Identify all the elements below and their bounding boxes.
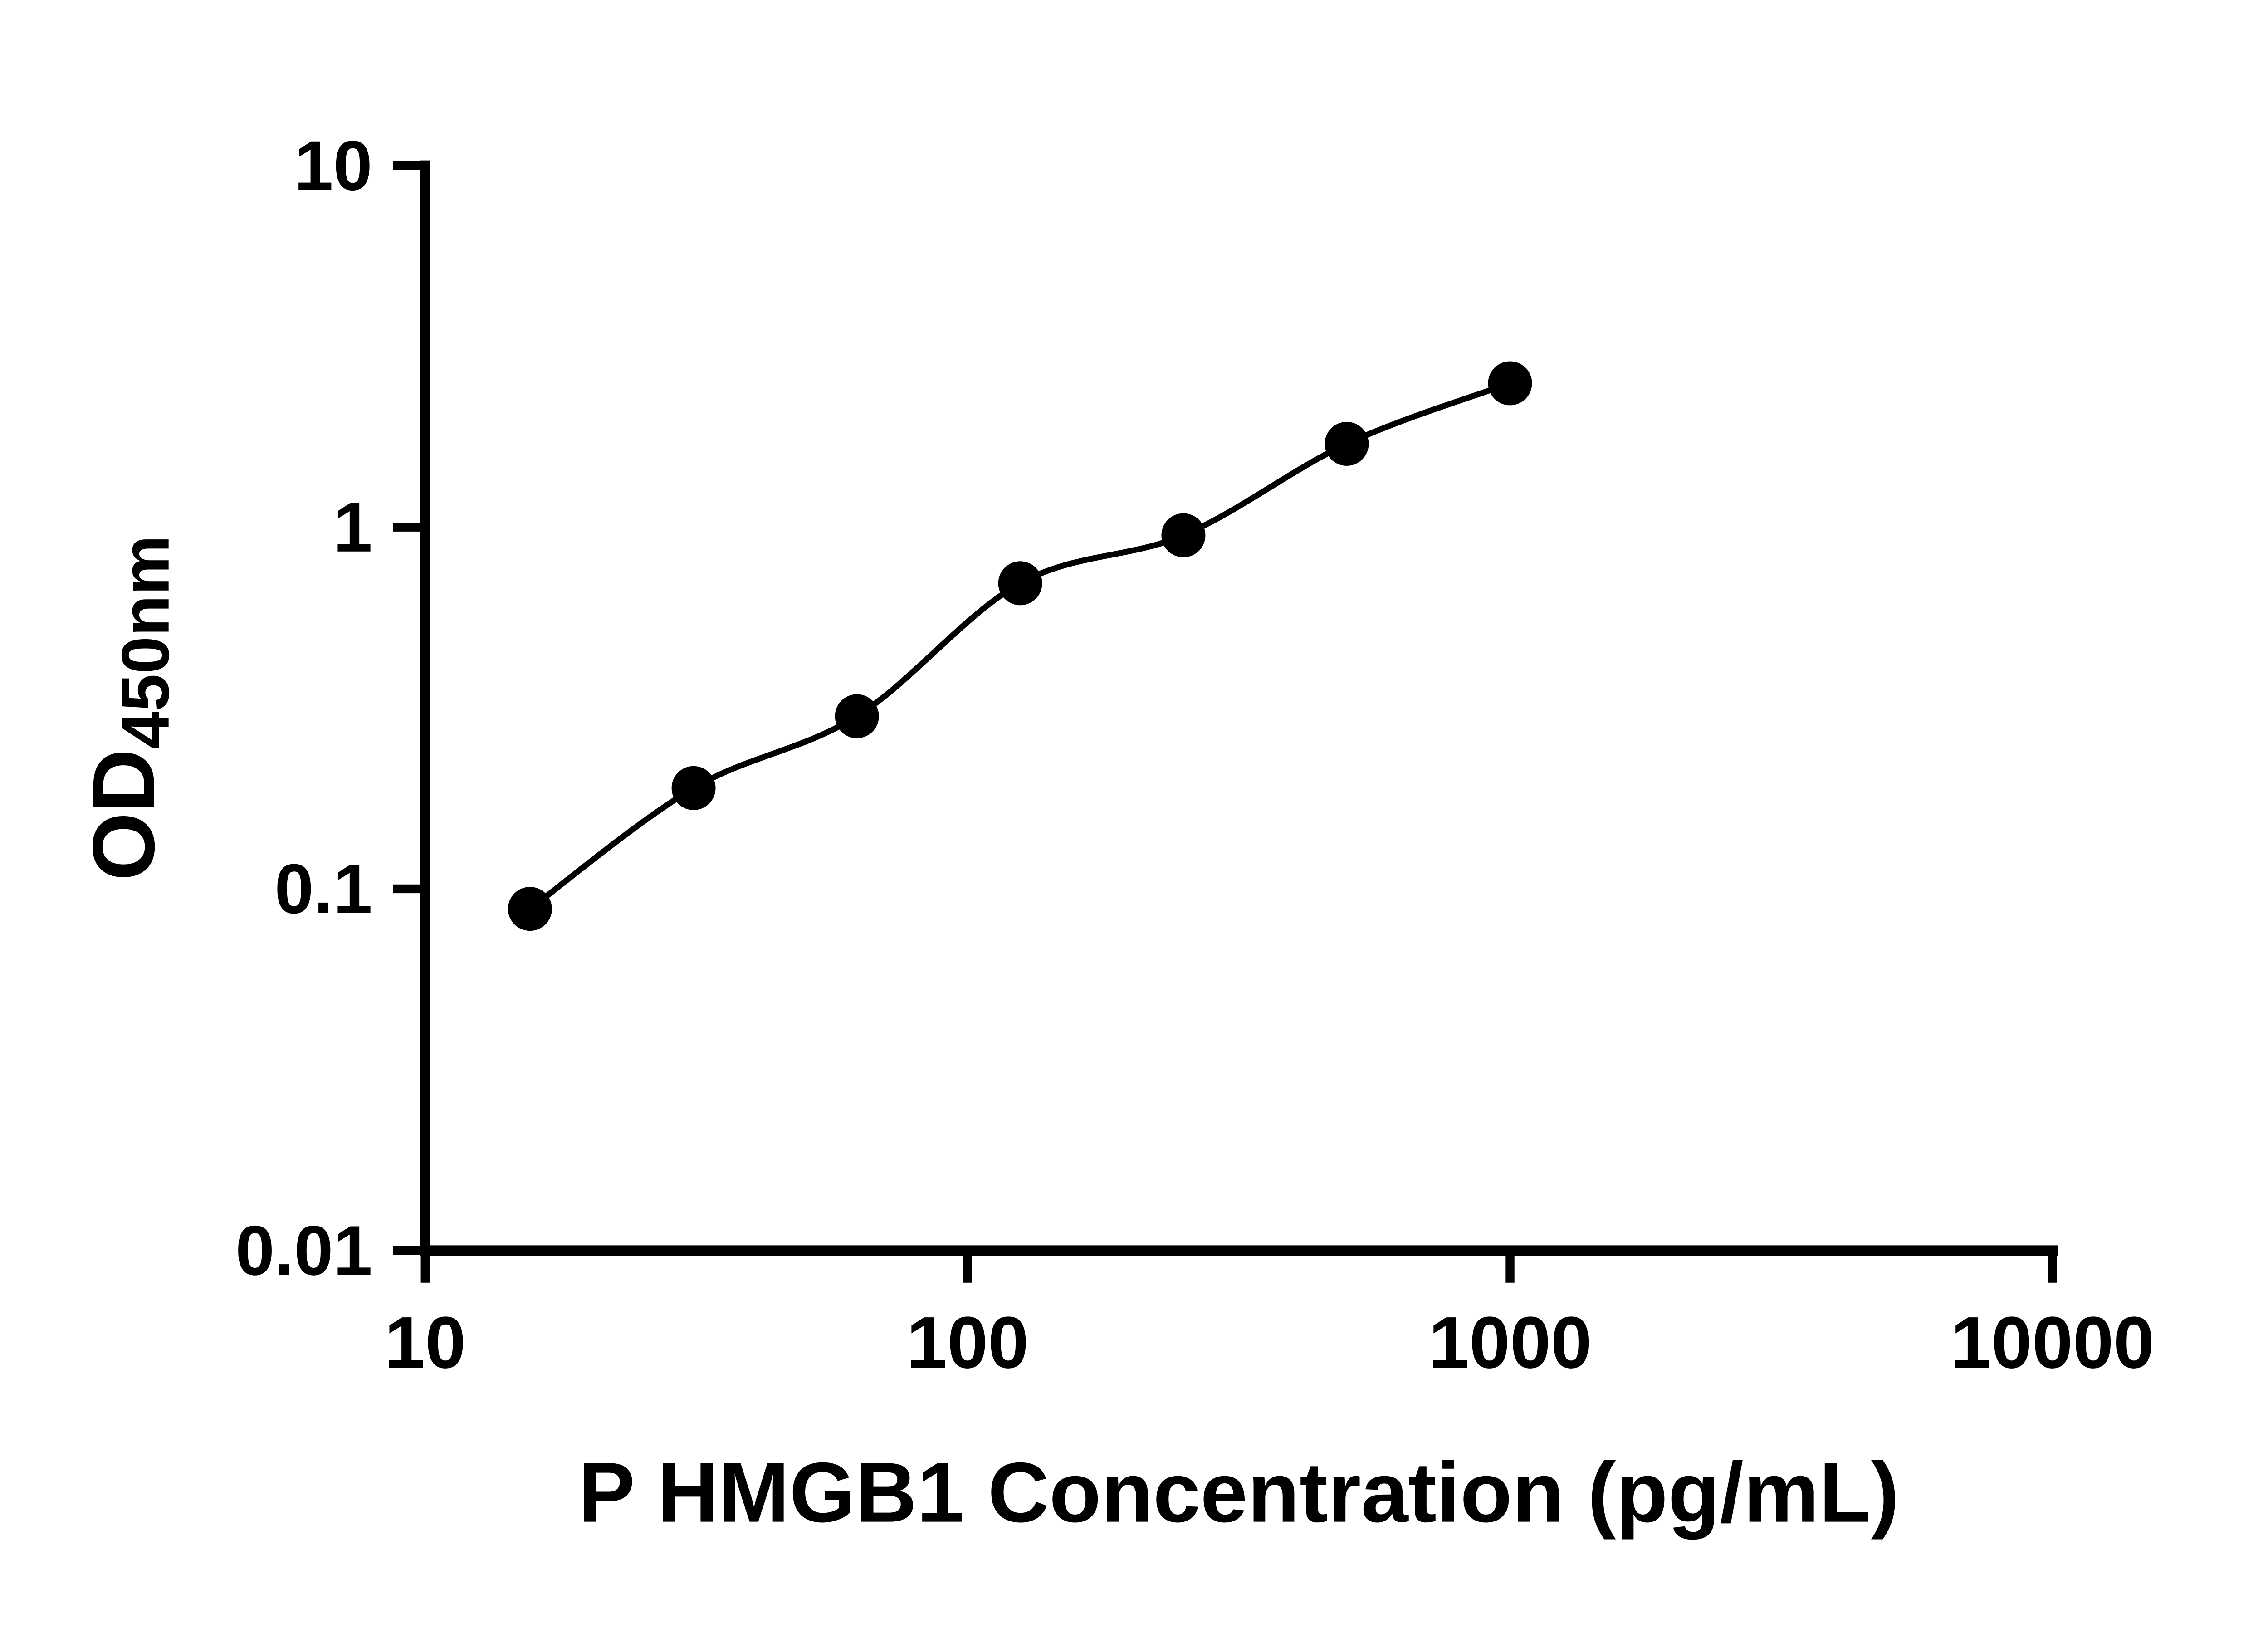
x-tick-label: 10000 xyxy=(1950,1302,2154,1384)
data-point xyxy=(508,887,552,931)
y-axis-ticks: 0.01 0.1 1 10 xyxy=(235,126,425,1290)
data-point xyxy=(1488,361,1532,406)
x-axis-ticks: 10 100 1000 10000 xyxy=(384,1250,2155,1384)
x-axis-title: P HMGB1 Concentration (pg/mL) xyxy=(578,1445,1899,1540)
data-point xyxy=(1161,513,1206,557)
fit-curve xyxy=(527,380,1513,912)
data-point xyxy=(835,694,879,738)
y-tick-label: 0.01 xyxy=(235,1211,372,1290)
y-axis-title-subscript: 450nm xyxy=(108,535,183,749)
y-axis-title-main: OD xyxy=(74,749,173,881)
data-point xyxy=(1325,421,1369,466)
data-points xyxy=(508,361,1532,931)
x-tick-label: 1000 xyxy=(1428,1302,1591,1384)
x-tick-label: 10 xyxy=(384,1302,466,1384)
y-axis-title: OD450nm xyxy=(74,535,183,881)
y-tick-label: 1 xyxy=(333,488,372,567)
data-point xyxy=(671,766,716,810)
axes xyxy=(420,160,2058,1256)
y-tick-label: 0.1 xyxy=(274,850,372,928)
x-tick-label: 100 xyxy=(906,1302,1029,1384)
data-point xyxy=(998,561,1042,606)
y-tick-label: 10 xyxy=(294,126,372,205)
